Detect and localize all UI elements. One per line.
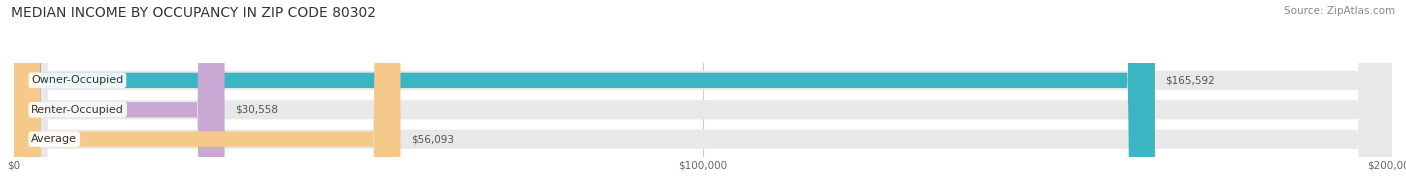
Text: Source: ZipAtlas.com: Source: ZipAtlas.com xyxy=(1284,6,1395,16)
FancyBboxPatch shape xyxy=(14,0,1392,196)
FancyBboxPatch shape xyxy=(14,0,225,196)
Text: Average: Average xyxy=(31,134,77,144)
Text: $30,558: $30,558 xyxy=(235,105,278,115)
FancyBboxPatch shape xyxy=(14,0,1392,196)
FancyBboxPatch shape xyxy=(14,0,1392,196)
FancyBboxPatch shape xyxy=(14,0,1154,196)
Text: $56,093: $56,093 xyxy=(411,134,454,144)
FancyBboxPatch shape xyxy=(14,0,401,196)
Text: Renter-Occupied: Renter-Occupied xyxy=(31,105,124,115)
Text: $165,592: $165,592 xyxy=(1166,75,1215,85)
Text: Owner-Occupied: Owner-Occupied xyxy=(31,75,124,85)
Text: MEDIAN INCOME BY OCCUPANCY IN ZIP CODE 80302: MEDIAN INCOME BY OCCUPANCY IN ZIP CODE 8… xyxy=(11,6,377,20)
